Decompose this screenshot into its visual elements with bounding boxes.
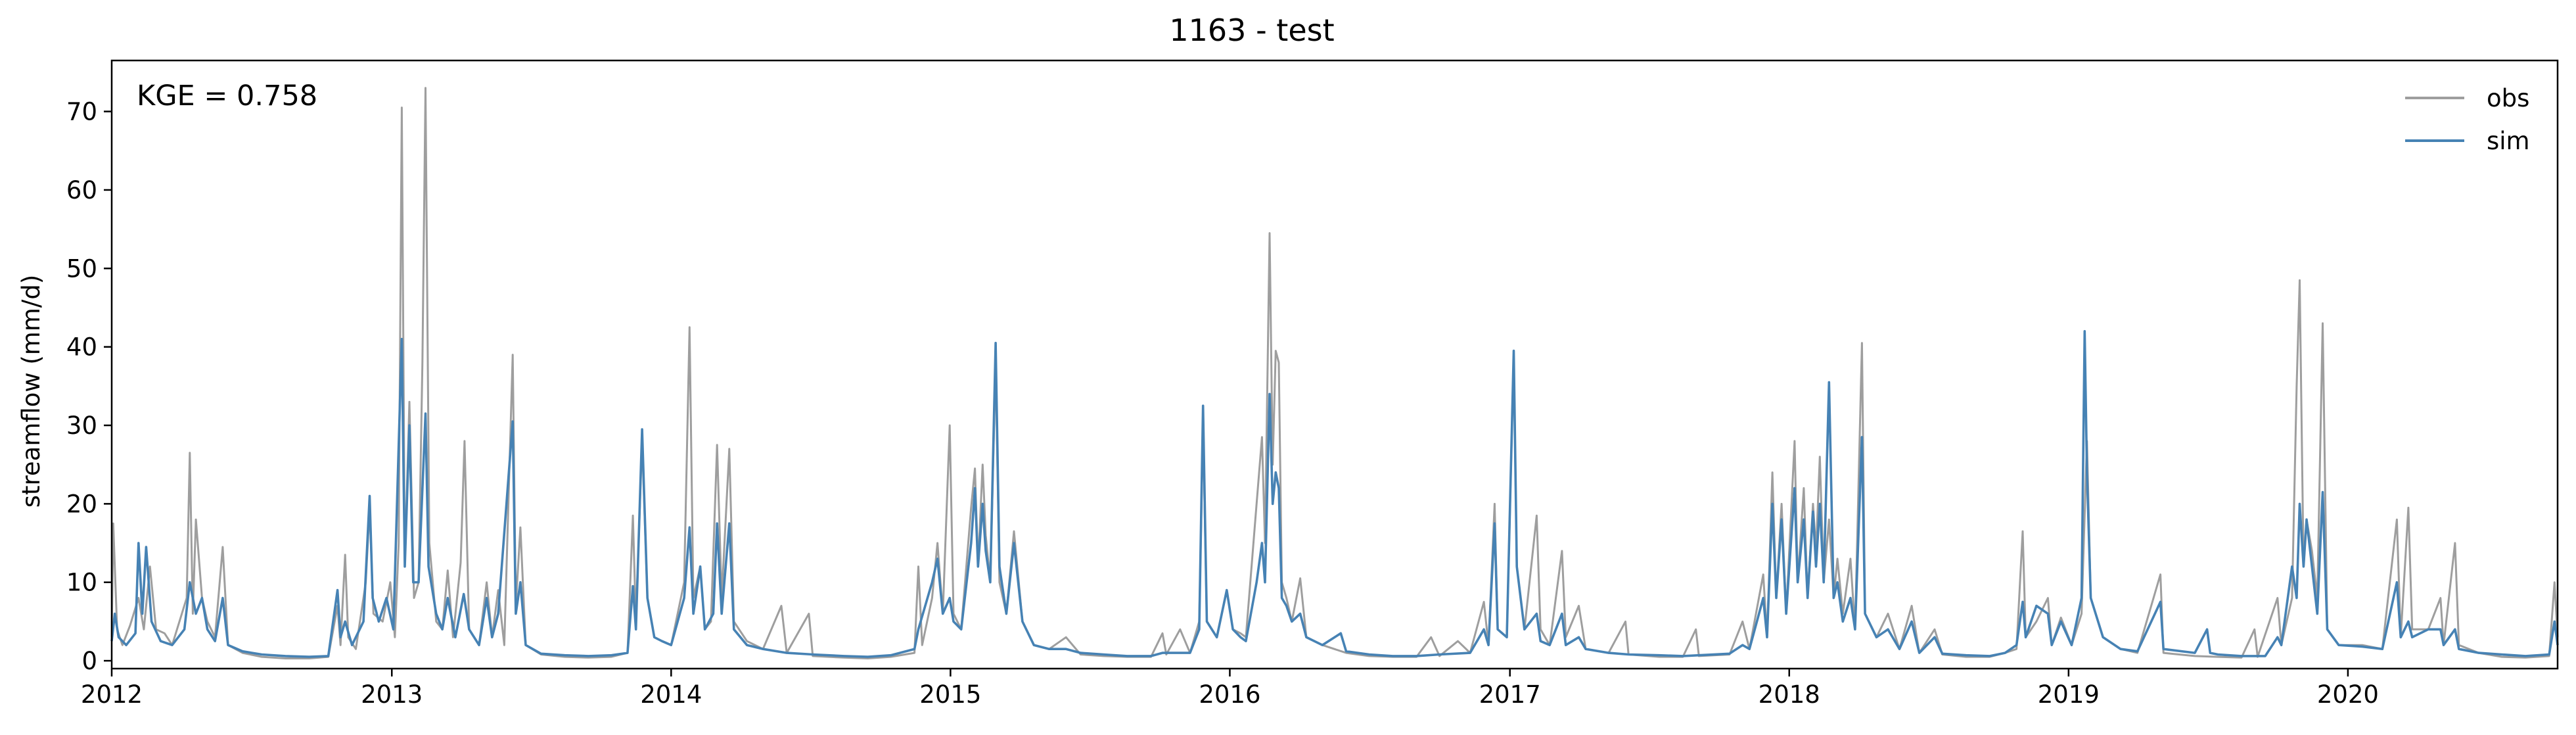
y-tick-label-30: 30 <box>66 412 97 440</box>
y-tick-label-50: 50 <box>66 254 97 283</box>
x-tick-label-2012: 2012 <box>81 680 143 709</box>
y-tick-label-40: 40 <box>66 333 97 362</box>
y-tick-label-20: 20 <box>66 490 97 518</box>
kge-annotation: KGE = 0.758 <box>137 80 317 112</box>
y-tick-label-0: 0 <box>81 647 97 675</box>
x-tick-label-2020: 2020 <box>2317 680 2379 709</box>
legend-label-sim: sim <box>2487 127 2530 155</box>
y-tick-label-70: 70 <box>66 98 97 126</box>
x-tick-label-2015: 2015 <box>919 680 981 709</box>
x-tick-label-2014: 2014 <box>640 680 702 709</box>
x-tick-label-2018: 2018 <box>1759 680 1820 709</box>
x-tick-label-2013: 2013 <box>361 680 423 709</box>
x-tick-label-2016: 2016 <box>1199 680 1260 709</box>
y-tick-label-10: 10 <box>66 569 97 597</box>
x-tick-label-2019: 2019 <box>2038 680 2100 709</box>
x-tick-label-2017: 2017 <box>1479 680 1541 709</box>
legend-label-obs: obs <box>2487 84 2529 112</box>
chart-title: 1163 - test <box>1169 12 1334 48</box>
y-axis-label: streamflow (mm/d) <box>17 275 45 508</box>
y-tick-label-60: 60 <box>66 176 97 204</box>
